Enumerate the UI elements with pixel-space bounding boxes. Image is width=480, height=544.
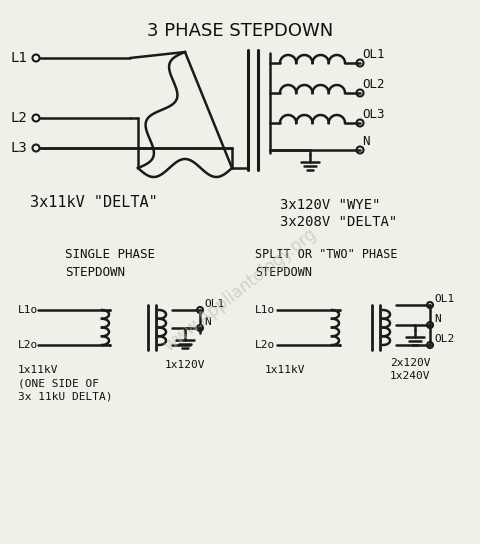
Text: L1o: L1o — [18, 305, 38, 315]
Text: 1x11kV: 1x11kV — [265, 365, 305, 375]
Text: N: N — [362, 135, 370, 148]
Text: OL1: OL1 — [204, 299, 224, 309]
Text: SINGLE PHASE
STEPDOWN: SINGLE PHASE STEPDOWN — [65, 248, 155, 279]
Text: OL2: OL2 — [362, 78, 384, 91]
Text: N: N — [434, 314, 441, 324]
Text: 1x11kV
(ONE SIDE OF
3x 11kU DELTA): 1x11kV (ONE SIDE OF 3x 11kU DELTA) — [18, 365, 112, 401]
Text: OL1: OL1 — [434, 294, 454, 304]
Text: L3: L3 — [10, 141, 27, 155]
Text: SPLIT OR "TWO" PHASE
STEPDOWN: SPLIT OR "TWO" PHASE STEPDOWN — [255, 248, 397, 279]
Text: 3 PHASE STEPDOWN: 3 PHASE STEPDOWN — [147, 22, 333, 40]
Text: 3x11kV "DELTA": 3x11kV "DELTA" — [30, 195, 158, 210]
Text: 1x120V: 1x120V — [165, 360, 205, 370]
Text: OL2: OL2 — [434, 334, 454, 344]
Text: L2: L2 — [10, 111, 27, 125]
Text: L1o: L1o — [255, 305, 275, 315]
Text: 3x208V "DELTA": 3x208V "DELTA" — [280, 215, 397, 229]
Text: 3x120V "WYE": 3x120V "WYE" — [280, 198, 381, 212]
Text: L2o: L2o — [255, 340, 275, 350]
Text: N: N — [204, 317, 211, 327]
Text: 2x120V
1x240V: 2x120V 1x240V — [390, 358, 431, 381]
Text: L2o: L2o — [18, 340, 38, 350]
Text: OL3: OL3 — [362, 108, 384, 121]
Text: L1: L1 — [10, 51, 27, 65]
Text: www.Appliаntology.org: www.Appliаntology.org — [160, 225, 320, 355]
Text: OL1: OL1 — [362, 48, 384, 61]
